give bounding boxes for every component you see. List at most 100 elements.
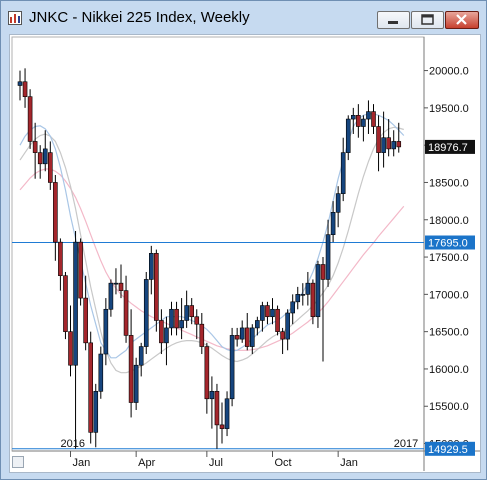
candle-body [224, 398, 230, 429]
candle-body [345, 118, 351, 153]
hline-price-tag: 17695.0 [428, 238, 468, 250]
year-label: 2016 [61, 438, 85, 450]
y-tick-label: 16000.0 [429, 364, 469, 376]
candle-body [255, 320, 260, 329]
y-tick-label: 17000.0 [429, 289, 469, 301]
candle-body [53, 182, 58, 243]
candle-body [133, 364, 139, 403]
candle-body [310, 282, 316, 318]
window-title: JNKC - Nikkei 225 Index, Weekly [29, 9, 250, 26]
candle-body [204, 346, 210, 400]
candle-body [184, 305, 189, 321]
month-label: Apr [138, 457, 155, 469]
candle-body [179, 320, 184, 329]
candle-body [189, 305, 194, 318]
candle-body [123, 290, 129, 336]
candle-body [154, 253, 159, 321]
candle-body [295, 294, 301, 303]
candlestick-chart[interactable]: 20000.019500.019000.018500.018000.017500… [10, 35, 480, 472]
candle-body [265, 305, 270, 318]
candle-body [37, 152, 43, 165]
candle-body [219, 424, 225, 429]
candle-body [381, 137, 386, 153]
candle-body [386, 137, 391, 150]
candle-body [118, 282, 124, 291]
candle-body [335, 193, 341, 213]
y-tick-label: 15500.0 [429, 401, 469, 413]
candle-body [149, 253, 154, 280]
candle-body [214, 391, 220, 426]
candle-body [63, 275, 68, 332]
candle-body [391, 141, 397, 150]
candle-body [47, 152, 53, 183]
candle-body [270, 308, 275, 318]
candle-body [32, 141, 38, 153]
candle-body [356, 115, 361, 127]
candle-body [42, 148, 48, 165]
candle-body [371, 111, 376, 127]
candle-body [396, 141, 402, 148]
last-price-tag-bg [425, 139, 475, 154]
chart-area[interactable]: 20000.019500.019000.018500.018000.017500… [9, 34, 481, 473]
ma-fast-line [19, 113, 405, 359]
candle-body [325, 234, 331, 280]
candle-body [27, 96, 33, 142]
maximize-button[interactable] [411, 11, 444, 29]
candle-body [174, 308, 179, 329]
candle-body [93, 391, 99, 433]
ma-slow-line [19, 168, 405, 351]
month-label: Jan [340, 457, 358, 469]
time-scroll-handle[interactable] [12, 456, 24, 468]
candle-body [244, 327, 250, 347]
candle-body [22, 81, 28, 97]
hline-price-tag: 14929.5 [428, 444, 468, 456]
candle-body [260, 305, 265, 321]
candle-body [275, 308, 280, 332]
chart-app-icon [8, 11, 22, 25]
candle-body [128, 335, 134, 403]
y-tick-label: 17500.0 [429, 252, 469, 264]
candle-body [88, 342, 93, 433]
candle-body [17, 81, 23, 86]
title-bar[interactable]: JNKC - Nikkei 225 Index, Weekly [1, 1, 486, 35]
candle-body [113, 282, 119, 285]
minimize-icon [388, 21, 398, 24]
last-price-tag: 18976.7 [428, 142, 468, 154]
candle-body [209, 391, 215, 400]
candle-body [73, 241, 78, 366]
candle-body [143, 279, 149, 347]
minimize-button[interactable] [377, 11, 410, 29]
maximize-icon [421, 14, 434, 25]
candle-body [159, 320, 164, 344]
candle-body [234, 335, 240, 340]
y-tick-label: 16500.0 [429, 327, 469, 339]
candle-body [280, 331, 285, 340]
hline-price-tag-bg [425, 441, 475, 456]
candle-body [300, 294, 306, 296]
month-label: Oct [275, 457, 292, 469]
candle-body [250, 327, 255, 347]
candle-body [361, 118, 366, 127]
month-label: Jul [209, 457, 223, 469]
candle-body [350, 115, 356, 120]
candle-body [83, 297, 88, 344]
month-label: Jan [73, 457, 91, 469]
candle-body [68, 331, 73, 366]
candle-body [290, 301, 296, 314]
candle-body [330, 211, 336, 235]
candle-body [103, 308, 109, 355]
candle-body [58, 241, 63, 277]
close-button[interactable] [445, 11, 479, 29]
candle-body [340, 152, 346, 194]
close-icon [456, 14, 467, 25]
candle-body [315, 264, 321, 318]
y-tick-label: 18000.0 [429, 215, 469, 227]
candle-body [164, 327, 169, 344]
year-label: 2017 [394, 438, 418, 450]
candle-body [305, 282, 311, 295]
candle-body [98, 353, 104, 392]
y-tick-label: 18500.0 [429, 177, 469, 189]
candle-body [239, 327, 245, 340]
candle-body [169, 308, 174, 329]
